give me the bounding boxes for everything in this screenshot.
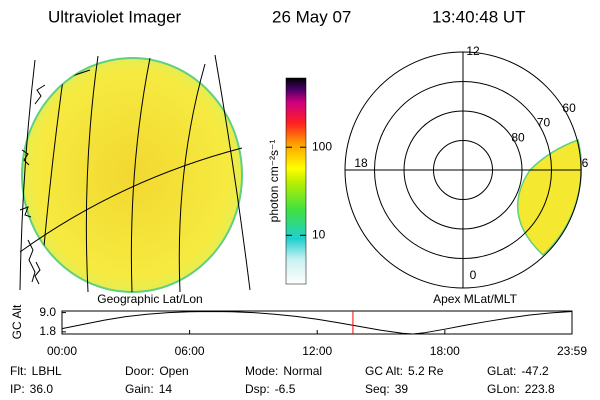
- info-label: Mode:: [245, 364, 278, 378]
- info-label: Door:: [125, 364, 154, 378]
- y-tick-label: 1.8: [39, 324, 56, 338]
- colorbar-label: photon cm⁻²s⁻¹: [267, 140, 281, 223]
- info-label: GLat:: [487, 364, 516, 378]
- image-panel: Geographic Lat/Lon: [19, 54, 251, 306]
- title: Ultraviolet Imager: [48, 7, 182, 26]
- info-label: GC Alt:: [365, 364, 403, 378]
- colorbar-tick-label: 100: [312, 139, 332, 153]
- x-tick-label: 12:00: [302, 344, 332, 358]
- lat-ring: [433, 140, 493, 200]
- info-value: 39: [395, 382, 409, 396]
- x-tick-label: 06:00: [175, 344, 205, 358]
- lat-label: 60: [562, 101, 576, 115]
- info-label: Seq:: [365, 382, 390, 396]
- info-label: Gain:: [125, 382, 154, 396]
- info-label: GLon:: [487, 382, 520, 396]
- x-tick-label: 00:00: [47, 344, 77, 358]
- mlt-label: 0: [470, 268, 477, 282]
- y-axis-label: GC Alt: [10, 304, 24, 339]
- lat-label: 80: [511, 130, 525, 144]
- lat-label: 70: [537, 116, 551, 130]
- info-value: -6.5: [275, 382, 296, 396]
- geo-grid: [19, 54, 251, 293]
- info-value: Normal: [283, 364, 322, 378]
- altitude-line: [61, 311, 573, 335]
- lat-ring: [403, 110, 523, 230]
- lat-ring: [374, 81, 552, 259]
- mlt-label: 6: [582, 156, 589, 170]
- x-tick-label: 23:59: [557, 344, 587, 358]
- colorbar: photon cm⁻²s⁻¹: [267, 77, 307, 285]
- panel-label: Geographic Lat/Lon: [97, 292, 202, 306]
- time: 13:40:48 UT: [432, 7, 526, 26]
- mlt-label: 12: [466, 44, 480, 58]
- info-label: IP:: [10, 382, 25, 396]
- info-value: LBHL: [32, 364, 62, 378]
- info-value: -47.2: [521, 364, 549, 378]
- info-label: Dsp:: [245, 382, 270, 396]
- info-value: Open: [159, 364, 188, 378]
- info-label: Flt:: [10, 364, 27, 378]
- mlt-label: 18: [354, 156, 368, 170]
- auroral-image: [21, 57, 243, 293]
- info-value: 36.0: [30, 382, 54, 396]
- info-value: 5.2 Re: [408, 364, 444, 378]
- colorbar-tick-label: 10: [312, 227, 326, 241]
- coastline: [19, 84, 46, 285]
- date: 26 May 07: [272, 7, 351, 26]
- info-value: 14: [159, 382, 173, 396]
- colorbar-scale: [285, 77, 307, 285]
- info-value: 223.8: [525, 382, 555, 396]
- y-tick-label: 9.0: [39, 305, 56, 319]
- auroral-oval: [517, 139, 583, 257]
- panel-label: Apex MLat/MLT: [433, 292, 517, 306]
- x-tick-label: 18:00: [430, 344, 460, 358]
